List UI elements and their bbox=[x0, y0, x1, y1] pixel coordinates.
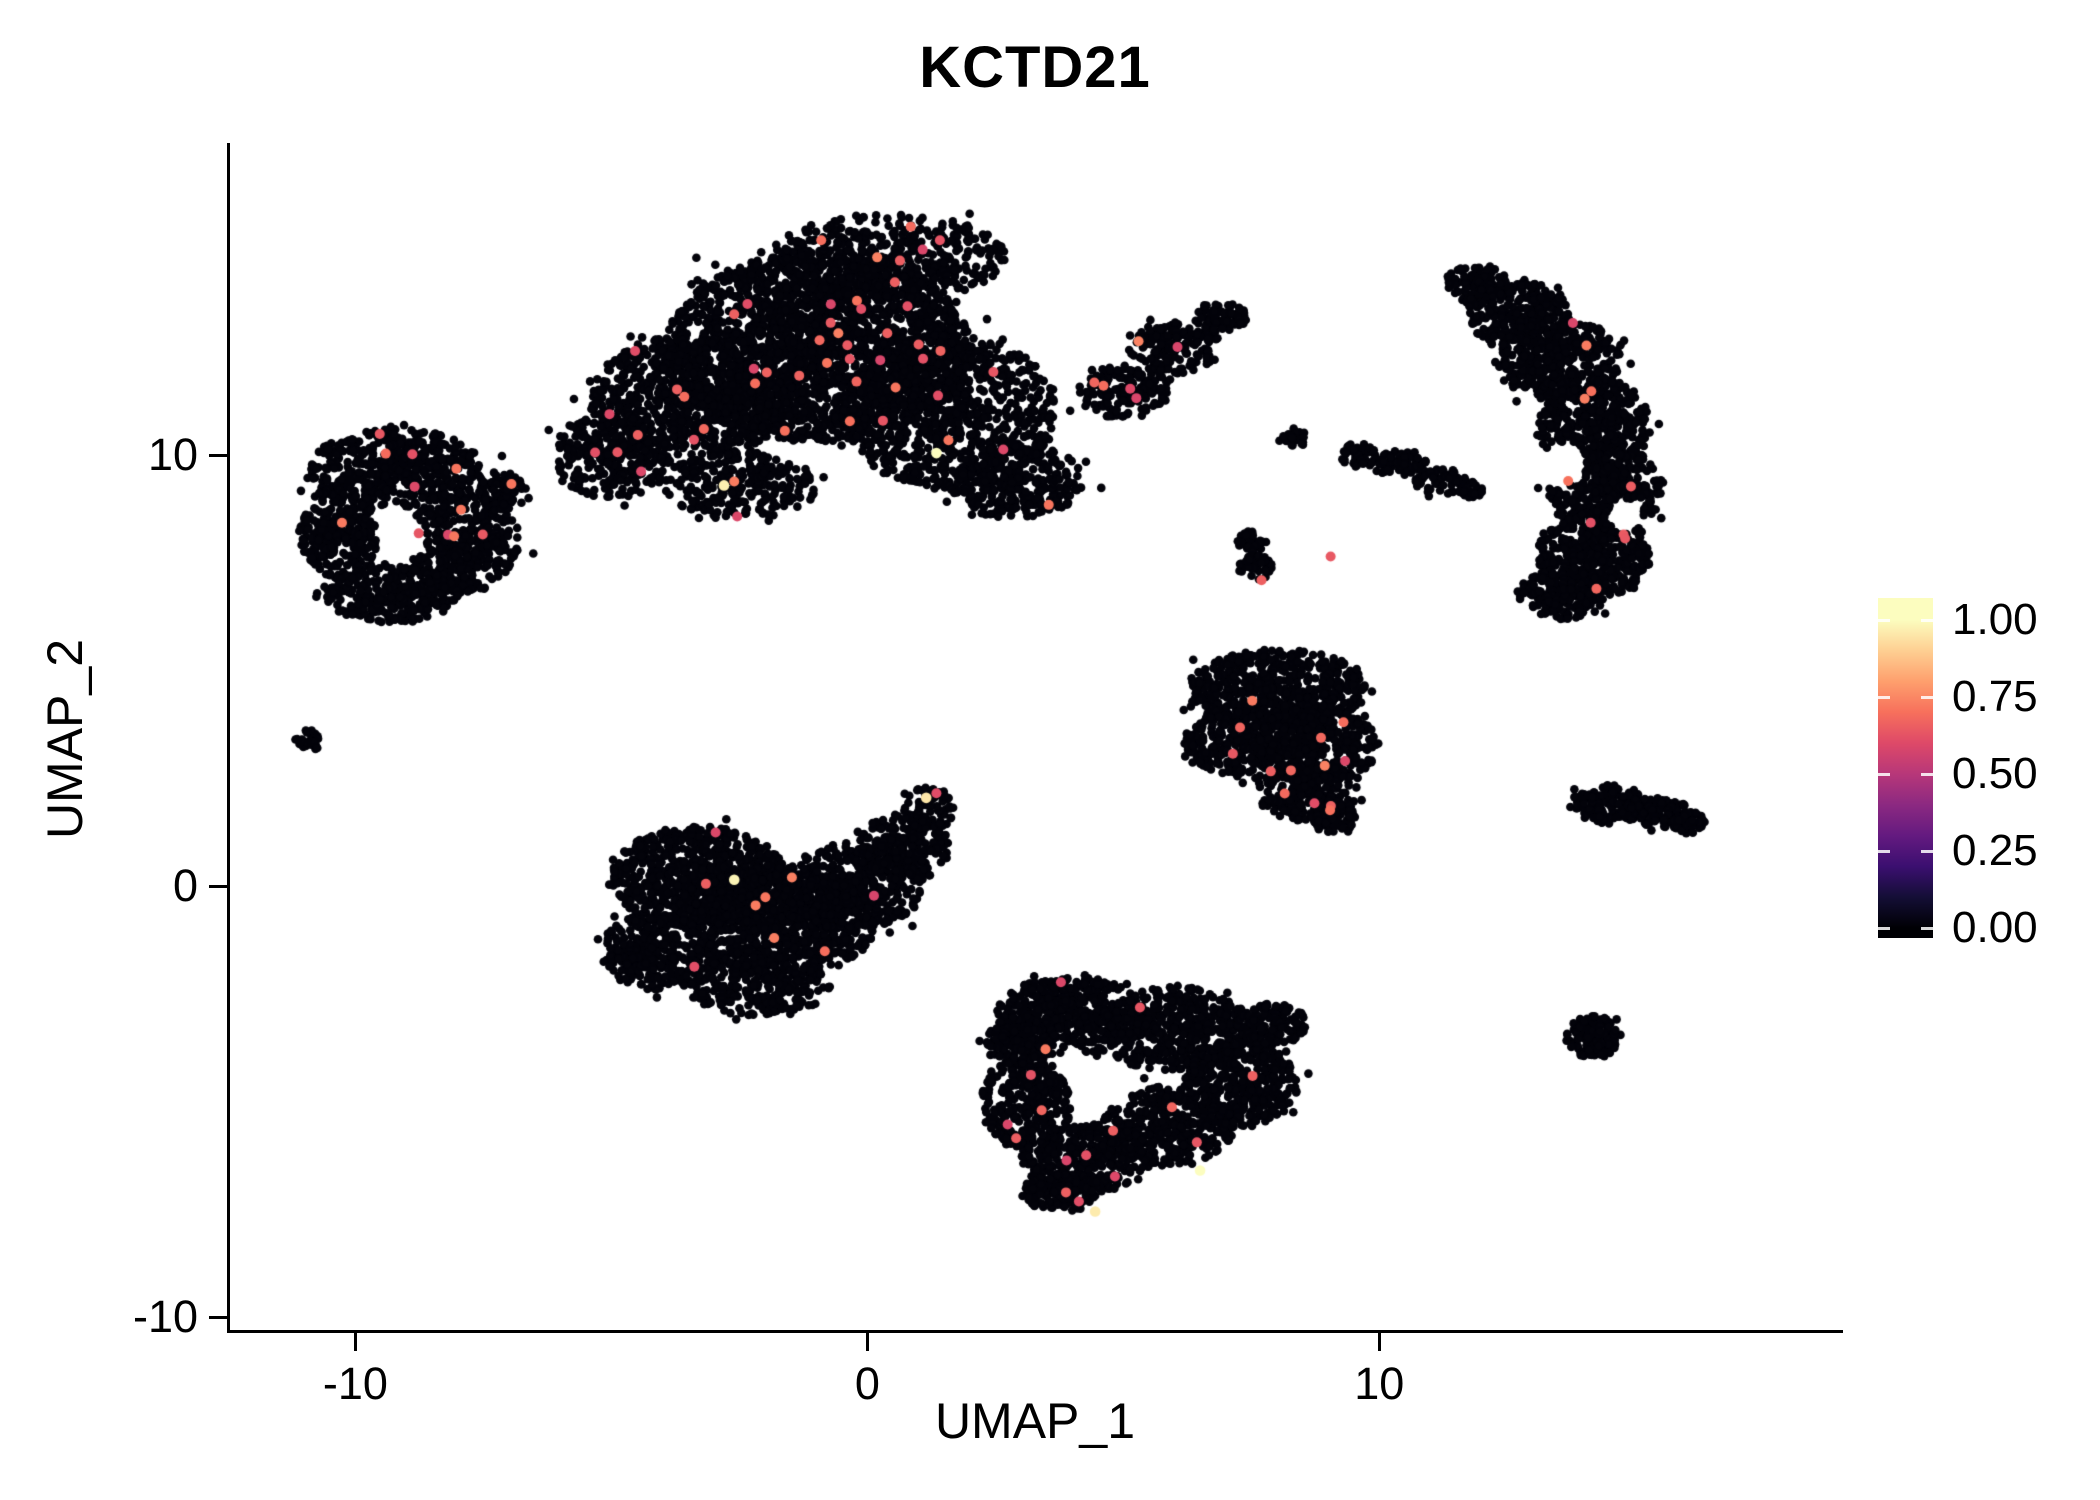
legend-tick-mark bbox=[1878, 618, 1890, 622]
legend-tick-mark bbox=[1921, 618, 1933, 622]
legend-tick-mark bbox=[1921, 772, 1933, 776]
legend-tick-label: 0.00 bbox=[1952, 903, 2038, 952]
legend-tick-label: 0.25 bbox=[1952, 826, 2038, 875]
x-tick-label: 0 bbox=[854, 1358, 880, 1409]
x-tick-mark bbox=[865, 1333, 869, 1351]
legend-tick-label: 0.75 bbox=[1952, 672, 2038, 721]
x-tick-label: 10 bbox=[1354, 1358, 1405, 1409]
y-tick-label: 10 bbox=[147, 429, 198, 481]
x-tick-mark bbox=[353, 1333, 357, 1351]
legend-tick-label: 0.50 bbox=[1952, 749, 2038, 798]
y-tick-mark bbox=[209, 1315, 228, 1319]
legend-tick-mark bbox=[1878, 926, 1890, 930]
legend-tick-mark bbox=[1921, 926, 1933, 930]
x-tick-label: -10 bbox=[322, 1358, 388, 1409]
x-tick-mark bbox=[1377, 1333, 1381, 1351]
legend-tick-label: 1.00 bbox=[1952, 595, 2038, 644]
legend-tick-mark bbox=[1921, 695, 1933, 699]
legend-tick-mark bbox=[1878, 849, 1890, 853]
y-tick-mark bbox=[209, 453, 228, 457]
y-tick-label: 0 bbox=[172, 860, 198, 912]
x-axis-line bbox=[227, 1330, 1843, 1333]
colorbar-gradient bbox=[1878, 598, 1933, 938]
y-tick-label: -10 bbox=[132, 1291, 198, 1343]
legend-tick-mark bbox=[1878, 695, 1890, 699]
y-tick-mark bbox=[209, 884, 228, 888]
legend-tick-mark bbox=[1921, 849, 1933, 853]
legend-tick-mark bbox=[1878, 772, 1890, 776]
y-axis-line bbox=[227, 143, 230, 1333]
